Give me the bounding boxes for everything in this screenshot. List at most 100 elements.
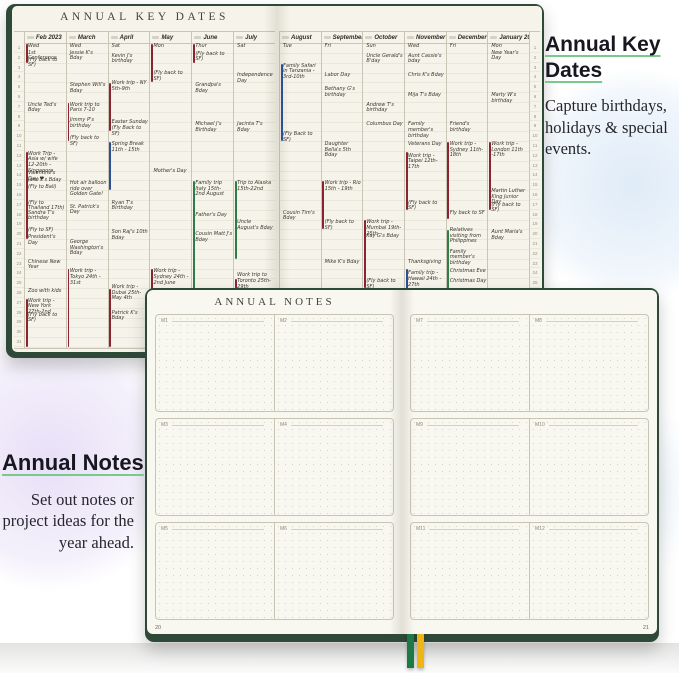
calendar-entry: (Fly back to SF) [28, 311, 58, 324]
day-number: 11 [14, 141, 24, 151]
trip-span-bar [67, 269, 70, 347]
notes-box-label-text: M2 [280, 318, 287, 324]
trip-span-bar [25, 44, 28, 63]
day-number: 13 [530, 161, 540, 171]
calendar-entry: (Fly back to SF) [69, 135, 100, 147]
notes-box-label: M2 [280, 318, 383, 324]
calendar-entry: (Fly back to SF) [195, 50, 225, 63]
calendar-entry: Sun [366, 43, 376, 49]
month-name: December [457, 34, 487, 41]
day-number: 20 [530, 229, 540, 239]
notes-box-label-line [290, 320, 383, 322]
notes-box-row: M7 M8 [410, 314, 649, 412]
calendar-entry: Cousin Tim's Bday [283, 209, 315, 222]
calendar-entry: Valentine's Day ♥ [28, 170, 56, 182]
notes-box-label: M1 [161, 318, 264, 324]
notes-box-label: M9 [416, 422, 519, 428]
day-number: 27 [14, 298, 24, 308]
month-name: November [416, 34, 446, 41]
calendar-entry: Work trip - London 11th -17th [491, 141, 523, 159]
calendar-entry: Aunt Maria's Bday [491, 229, 523, 241]
trip-span-bar [67, 102, 70, 141]
month-column: April Sat Kevin J's birthday Work trip - NY… [107, 32, 150, 348]
calendar-entry: Veterans Day [408, 141, 442, 147]
notes-box-label-text: M12 [535, 526, 545, 532]
trip-span-bar [109, 289, 112, 347]
calendar-entry: Mike K's Bday [324, 258, 360, 265]
trip-span-bar [109, 142, 112, 190]
month-name: May [161, 34, 174, 41]
calendar-entry: Jessie K's Bday [69, 49, 93, 62]
day-number: 10 [14, 131, 24, 141]
day-number: 25 [14, 278, 24, 288]
calendar-entry: Wed [408, 43, 420, 49]
day-number: 17 [14, 200, 24, 210]
calendar-title: ANNUAL KEY DATES [60, 11, 229, 23]
month-code-mark [448, 36, 456, 39]
day-number: 20 [14, 229, 24, 239]
calendar-entry: Work trip to Paris 7-10 [69, 101, 100, 114]
trip-span-bar [151, 44, 154, 83]
trip-span-bar [489, 142, 491, 210]
calendar-entry: Sat [111, 43, 120, 49]
notes-box-row: M3 M4 [155, 418, 394, 516]
day-number: 14 [530, 170, 540, 180]
calendar-entry: Jimmy P's birthday [69, 117, 94, 130]
month-code-mark [282, 36, 289, 39]
day-number: 4 [530, 72, 540, 82]
calendar-entry: (Fly back to SF) [408, 199, 438, 212]
calendar-entry: Marty W's birthday [491, 92, 517, 104]
day-number: 2 [14, 53, 24, 63]
month-body: Sat Kevin J's birthday Work trip - NY 5th-… [108, 43, 150, 348]
calendar-entry: Fly back to SF [449, 209, 485, 216]
day-number: 8 [530, 112, 540, 122]
calendar-entry: 1st Conference [28, 49, 57, 62]
notes-pages: ANNUAL NOTES M1 M2 M3 M4 M5 M6 20 M7 M8 M9 M10 M1… [147, 290, 657, 634]
notes-box-label: M11 [416, 526, 519, 532]
calendar-entry: Tue [283, 43, 292, 49]
day-number: 17 [530, 200, 540, 210]
callout-key-dates-heading: Annual Key Dates [545, 33, 661, 82]
trip-span-bar [364, 220, 366, 288]
day-number-column: 1 2 3 4 5 6 7 8 9 10 11 12 13 14 15 16 17 18 19 20 21 22 23 24 2… [14, 32, 24, 348]
calendar-entry: Family member's birthday [449, 248, 475, 266]
calendar-entry: Work trip - Sydney 24th - 2nd June [153, 268, 189, 286]
day-number: 7 [530, 102, 540, 112]
callout-key-dates: Annual Key Dates Capture birthdays, holi… [545, 32, 677, 160]
notes-box: M8 [529, 315, 648, 411]
day-number: 22 [530, 249, 540, 259]
calendar-entry: Sat [237, 43, 246, 49]
calendar-entry: (Fly to SF) [28, 227, 54, 234]
calendar-entry: (Fly back to SF) [28, 56, 58, 69]
calendar-entry: Jane L's Bday [28, 177, 62, 184]
notes-box-label-text: M6 [280, 526, 287, 532]
month-name: August [291, 34, 312, 41]
calendar-entry: Uncle Ted's Bday [28, 101, 57, 114]
calendar-grid-left: 1 2 3 4 5 6 7 8 9 10 11 12 13 14 15 16 17 18 19 20 21 22 23 24 2… [14, 31, 275, 349]
floor-shadow [0, 643, 679, 673]
notes-box-label-line [290, 528, 383, 530]
month-name: July [245, 34, 258, 41]
trip-span-bar [234, 181, 237, 259]
calendar-entry: Son Raj's 10th Bday [111, 229, 148, 241]
calendar-entry: Work trip to Toronto 25th-29th [237, 272, 271, 290]
notes-box-label-line [548, 528, 638, 530]
calendar-entry: Fri [324, 43, 331, 49]
calendar-entry: Bethany G's birthday [324, 86, 355, 98]
page-number: 20 [155, 625, 162, 631]
calendar-entry: Sandra T's birthday [28, 209, 55, 222]
trip-span-bar [193, 44, 195, 63]
trip-span-bar [25, 151, 28, 239]
notes-box-label: M3 [161, 422, 264, 428]
calendar-entry: Hot air balloon ride over Golden Gate! [69, 180, 107, 198]
calendar-entry: Grandpa's Bday [195, 82, 221, 94]
notes-box-label: M6 [280, 526, 383, 532]
calendar-entry: Columbus Day [366, 121, 403, 128]
calendar-entry: Independence Day [237, 72, 273, 84]
month-name: January 2024 [499, 34, 529, 41]
notes-right-page: M7 M8 M9 M10 M11 M12 21 [402, 290, 657, 634]
month-header: December [446, 32, 488, 44]
notes-box: M4 [274, 419, 393, 515]
calendar-entry: Michael J's Birthday [195, 121, 222, 133]
day-number: 1 [530, 43, 540, 53]
